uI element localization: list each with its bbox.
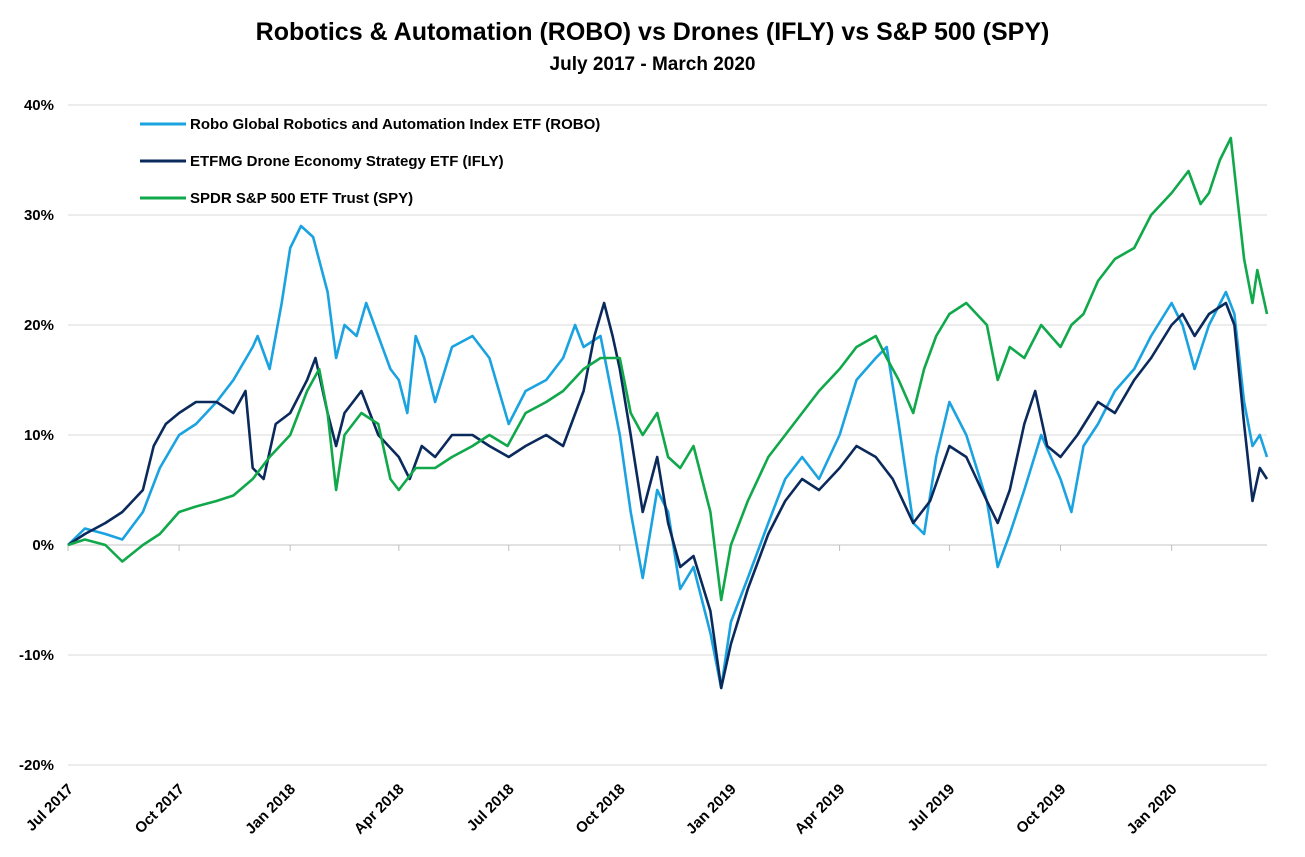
x-tick-label: Jan 2019 [683, 781, 740, 838]
x-tick-label: Oct 2019 [1013, 781, 1069, 837]
chart-title: Robotics & Automation (ROBO) vs Drones (… [255, 18, 1050, 46]
x-tick-label: Jul 2017 [23, 781, 77, 835]
x-tick-label: Apr 2019 [792, 781, 849, 838]
x-tick-label: Jul 2018 [464, 781, 518, 835]
y-tick-label: -10% [19, 647, 54, 664]
series-line-1 [67, 301, 1269, 690]
x-tick-label: Jan 2020 [1124, 781, 1181, 838]
y-tick-label: -20% [19, 757, 54, 774]
y-axis-ticks: -20% -10% 0% 10% 20% 30% 40% [19, 97, 54, 774]
x-tick-label: Jan 2018 [242, 781, 299, 838]
x-tick-label: Oct 2017 [132, 781, 188, 837]
x-tick-label: Jul 2019 [904, 781, 958, 835]
y-tick-label: 10% [24, 427, 54, 444]
y-tick-label: 40% [24, 97, 54, 114]
y-tick-label: 30% [24, 207, 54, 224]
legend-label: Robo Global Robotics and Automation Inde… [190, 116, 600, 133]
x-axis: Jul 2017 Oct 2017 Jan 2018 Apr 2018 Jul 2018… [23, 544, 1267, 838]
series-lines [67, 136, 1269, 690]
legend-label: SPDR S&P 500 ETF Trust (SPY) [190, 190, 413, 207]
legend: Robo Global Robotics and Automation Inde… [140, 116, 600, 207]
series-line-2 [67, 136, 1269, 602]
legend-label: ETFMG Drone Economy Strategy ETF (IFLY) [190, 153, 504, 170]
y-tick-label: 20% [24, 317, 54, 334]
x-tick-label: Oct 2018 [572, 781, 628, 837]
y-tick-label: 0% [32, 537, 54, 554]
series-line-0 [67, 224, 1269, 690]
x-tick-label: Apr 2018 [351, 781, 408, 838]
grid-lines [68, 104, 1267, 766]
chart-subtitle: July 2017 - March 2020 [549, 54, 756, 75]
